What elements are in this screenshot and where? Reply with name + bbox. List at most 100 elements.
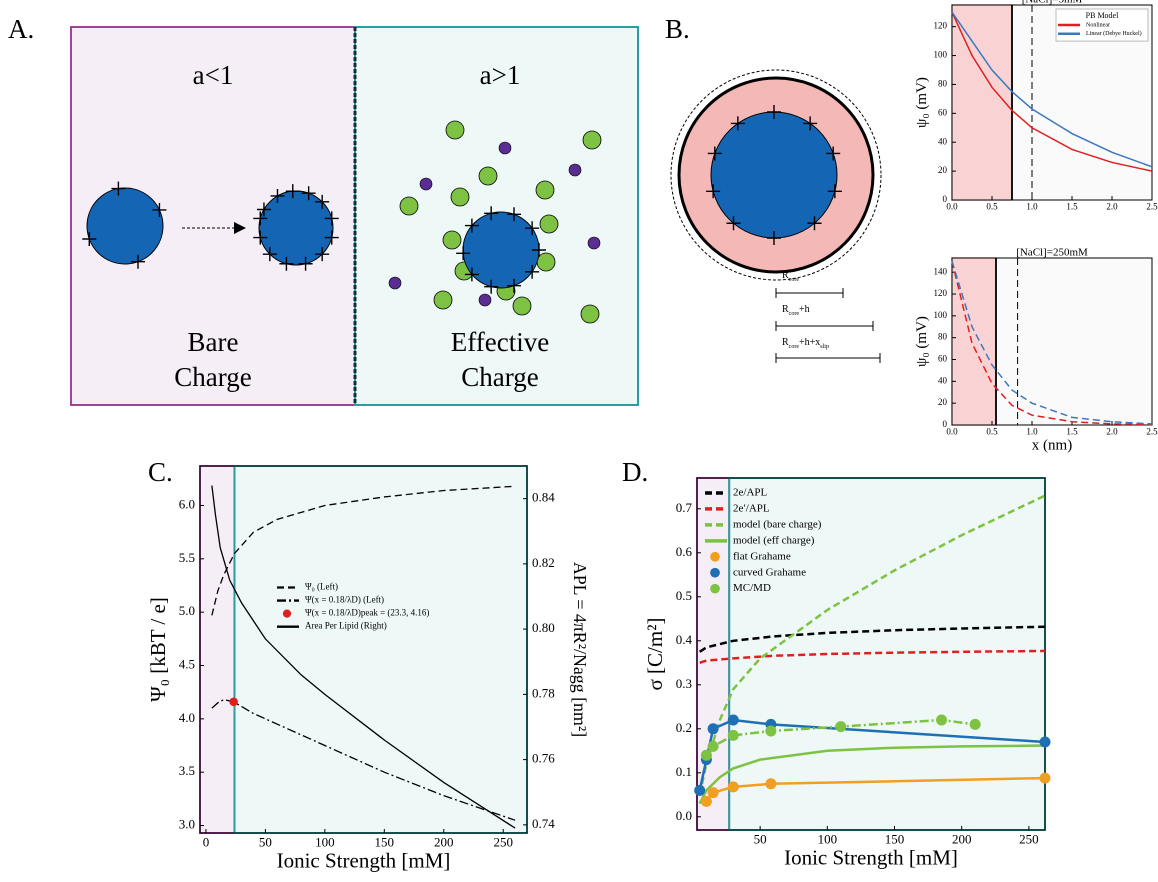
x-tick-label: 0 xyxy=(203,834,210,849)
sub: slip xyxy=(820,344,829,350)
y-tick-label: 100 xyxy=(934,310,948,320)
y-tick-label: 5.5 xyxy=(179,550,195,565)
y-tick-label: 40 xyxy=(938,375,948,385)
y-tick-label: 80 xyxy=(938,79,948,89)
panel-label: B. xyxy=(665,14,690,44)
arrow-head xyxy=(234,222,246,234)
data-point xyxy=(1039,772,1051,784)
counter-ion xyxy=(450,187,470,207)
x-tick-label: 1.0 xyxy=(1026,201,1038,211)
y-tick-label: 0.2 xyxy=(676,720,692,735)
counter-ion xyxy=(539,214,559,234)
scale-label: Rcore xyxy=(782,270,799,283)
y-axis-label: σ [C/m²] xyxy=(643,617,667,690)
x-tick-label: 0.0 xyxy=(946,426,958,436)
data-point xyxy=(694,784,706,796)
y2-axis-label: APL = 4πR²/Nagg [nm²] xyxy=(570,562,590,737)
y-tick-label: 0.5 xyxy=(676,588,692,603)
micelle xyxy=(86,187,164,265)
counter-ion xyxy=(478,166,498,186)
sub: core xyxy=(789,344,800,350)
charges xyxy=(456,206,546,294)
y-tick-label: 120 xyxy=(934,21,948,31)
counter-ion xyxy=(512,296,532,316)
legend-label: 2e′/APL xyxy=(733,502,770,514)
y-tick-label: 0 xyxy=(943,419,948,429)
region xyxy=(233,465,528,834)
scale-label: Rcore+h xyxy=(782,304,810,317)
counter-ion xyxy=(442,230,462,250)
caption: Effective xyxy=(451,327,549,357)
y-tick-label: 80 xyxy=(938,332,948,342)
y-tick-label: 3.5 xyxy=(179,763,195,778)
x-tick-label: 200 xyxy=(434,834,454,849)
counter-ion xyxy=(433,290,453,310)
legend-label: Nonlinear xyxy=(1086,22,1110,28)
x-tick-label: 1.0 xyxy=(1026,426,1038,436)
counter-ion xyxy=(399,196,419,216)
suffix: +h+x xyxy=(799,337,820,348)
counter-ion xyxy=(580,304,600,324)
x-tick-label: 250 xyxy=(493,834,513,849)
charges xyxy=(253,184,339,271)
sub: core xyxy=(789,311,800,317)
x-tick-label: 2.0 xyxy=(1106,426,1118,436)
y-tick-label: 0.7 xyxy=(676,500,693,515)
y2-tick-label: 0.84 xyxy=(532,490,555,505)
panel-label: D. xyxy=(622,457,648,487)
counter-ion xyxy=(535,180,555,200)
legend-title: PB Model xyxy=(1086,11,1119,20)
caption: Charge xyxy=(461,362,538,392)
x-tick-label: 150 xyxy=(375,834,395,849)
series-line xyxy=(951,261,1153,426)
x-tick-label: 150 xyxy=(885,831,905,846)
legend-marker xyxy=(710,551,720,562)
data-point xyxy=(936,714,948,726)
x-tick-label: 0.5 xyxy=(986,201,998,211)
title-a-right: a>1 xyxy=(480,60,521,90)
x-tick-label: 100 xyxy=(818,831,838,846)
base: R xyxy=(782,337,789,348)
x-tick-label: 1.5 xyxy=(1066,201,1078,211)
chart-title: [NaCl]=250mM xyxy=(1016,247,1088,259)
data-point xyxy=(707,740,719,752)
legend-label: flat Grahame xyxy=(733,550,791,562)
scale-bars xyxy=(775,288,881,363)
base: R xyxy=(782,270,789,281)
series-line xyxy=(211,485,516,616)
legend-label: model (eff charge) xyxy=(733,534,815,546)
suffix: +h xyxy=(799,304,810,315)
y-tick-label: 60 xyxy=(938,354,948,364)
slip-circle xyxy=(670,69,882,281)
series-line xyxy=(698,744,1046,805)
charges xyxy=(706,105,842,245)
x-tick-label: 50 xyxy=(259,834,272,849)
y-tick-label: 60 xyxy=(938,107,948,117)
caption: Charge xyxy=(174,362,251,392)
data-point xyxy=(727,781,739,793)
x-tick-label: 2.0 xyxy=(1106,201,1118,211)
y2-tick-label: 0.78 xyxy=(532,685,555,700)
y-tick-label: 40 xyxy=(938,136,948,146)
y-tick-label: 0.3 xyxy=(676,676,692,691)
y-tick-label: 6.0 xyxy=(179,496,195,511)
legend-marker xyxy=(710,583,720,594)
y-tick-label: 140 xyxy=(934,266,948,276)
axes-frame xyxy=(696,477,1046,831)
panel-label: A. xyxy=(8,14,34,44)
axes-frame xyxy=(951,4,1153,201)
y-tick-label: 4.0 xyxy=(179,710,195,725)
caption: Bare xyxy=(188,327,239,357)
series-line xyxy=(211,698,516,821)
y2-tick-label: 0.80 xyxy=(532,620,555,635)
y-tick-label: 20 xyxy=(938,397,948,407)
legend-label: Ψ(x = 0.18/λD) (Left) xyxy=(305,595,384,605)
data-point xyxy=(969,718,981,730)
sub: core xyxy=(789,277,800,283)
legend-label: Linear (Debye Huckel) xyxy=(1086,30,1142,37)
series-line xyxy=(951,11,1153,172)
y-tick-label: 0 xyxy=(943,194,948,204)
legend-label: curved Grahame xyxy=(733,566,806,578)
legend-label: MC/MD xyxy=(733,582,771,594)
co-ion xyxy=(388,276,402,290)
